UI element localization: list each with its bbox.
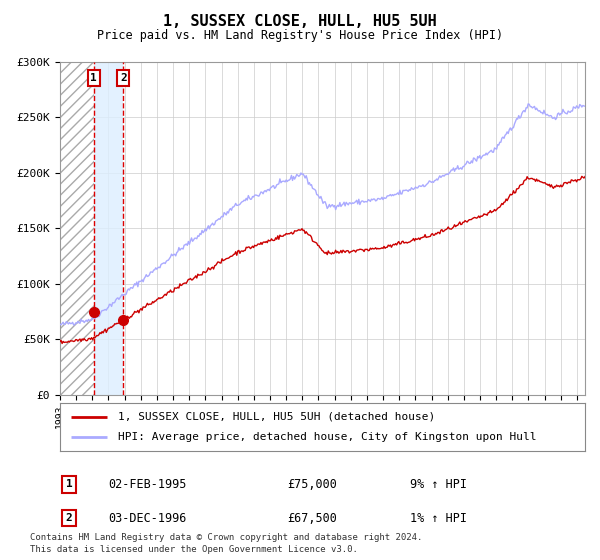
- Text: This data is licensed under the Open Government Licence v3.0.: This data is licensed under the Open Gov…: [30, 545, 358, 554]
- Text: Contains HM Land Registry data © Crown copyright and database right 2024.: Contains HM Land Registry data © Crown c…: [30, 533, 422, 542]
- Text: HPI: Average price, detached house, City of Kingston upon Hull: HPI: Average price, detached house, City…: [118, 432, 536, 442]
- Text: £67,500: £67,500: [287, 511, 337, 525]
- Text: Price paid vs. HM Land Registry's House Price Index (HPI): Price paid vs. HM Land Registry's House …: [97, 29, 503, 42]
- Text: 1: 1: [65, 479, 73, 489]
- Text: £75,000: £75,000: [287, 478, 337, 491]
- Text: 03-DEC-1996: 03-DEC-1996: [108, 511, 186, 525]
- Text: 02-FEB-1995: 02-FEB-1995: [108, 478, 186, 491]
- Text: 2: 2: [65, 513, 73, 523]
- Text: 1, SUSSEX CLOSE, HULL, HU5 5UH: 1, SUSSEX CLOSE, HULL, HU5 5UH: [163, 14, 437, 29]
- Text: 2: 2: [120, 73, 127, 83]
- Text: 1, SUSSEX CLOSE, HULL, HU5 5UH (detached house): 1, SUSSEX CLOSE, HULL, HU5 5UH (detached…: [118, 412, 435, 422]
- Bar: [94, 62, 124, 395]
- Bar: [60, 62, 94, 395]
- Text: 1: 1: [91, 73, 97, 83]
- Text: 1% ↑ HPI: 1% ↑ HPI: [409, 511, 467, 525]
- Text: 9% ↑ HPI: 9% ↑ HPI: [409, 478, 467, 491]
